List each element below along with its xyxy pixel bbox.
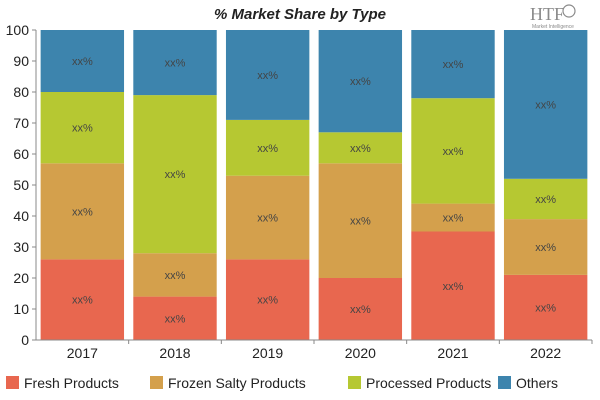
- data-label: xx%: [535, 194, 556, 206]
- bar-segment: [318, 163, 403, 278]
- data-label: xx%: [443, 59, 464, 71]
- y-tick-label: 50: [13, 177, 29, 193]
- x-tick-label: 2020: [345, 345, 376, 361]
- bar-segment: [40, 30, 125, 92]
- x-tick-label: 2019: [252, 345, 283, 361]
- x-tick-label: 2017: [67, 345, 98, 361]
- y-tick-label: 80: [13, 84, 29, 100]
- data-label: xx%: [165, 58, 186, 70]
- data-label: xx%: [257, 143, 278, 155]
- bar-segment: [133, 296, 217, 340]
- bar-stack-2022: xx% xx% xx% xx%: [503, 30, 588, 340]
- y-tick-label: 90: [13, 53, 29, 69]
- y-tick-label: 60: [13, 146, 29, 162]
- data-label: xx%: [72, 56, 93, 68]
- data-label: xx%: [350, 304, 371, 316]
- bar-segment: [225, 175, 310, 260]
- bar-segment: [225, 30, 310, 120]
- data-label: xx%: [165, 270, 186, 282]
- y-tick-label: 10: [13, 301, 29, 317]
- bar-segment: [225, 119, 310, 176]
- bar-segment: [40, 92, 125, 164]
- bar-segment: [411, 98, 495, 204]
- data-label: xx%: [535, 242, 556, 254]
- data-label: xx%: [535, 302, 556, 314]
- bar-stack-2019: xx% xx% xx% xx%: [225, 30, 310, 340]
- data-label: xx%: [350, 143, 371, 155]
- data-label: xx%: [72, 206, 93, 218]
- bar-segment: [503, 219, 588, 275]
- data-label: xx%: [443, 213, 464, 225]
- x-tick-label: 2018: [159, 345, 190, 361]
- legend-label: Others: [516, 375, 558, 391]
- data-label: xx%: [443, 281, 464, 293]
- bar-segment: [318, 132, 403, 164]
- data-label: xx%: [350, 216, 371, 228]
- data-label: xx%: [165, 169, 186, 181]
- bar-segment: [503, 178, 588, 220]
- data-label: xx%: [165, 313, 186, 325]
- bar-segment: [40, 163, 125, 260]
- y-tick-label: 70: [13, 115, 29, 131]
- data-label: xx%: [72, 123, 93, 135]
- y-tick-label: 40: [13, 208, 29, 224]
- data-label: xx%: [350, 76, 371, 88]
- bar-segment: [318, 30, 403, 133]
- y-axis: 0 10 20 30 40 50 60 70 80 90 100: [6, 22, 37, 348]
- bar-segment: [40, 259, 125, 340]
- chart-title: % Market Share by Type: [214, 6, 386, 23]
- logo-subtext: Market Intelligence: [532, 24, 574, 30]
- bar-segment: [503, 30, 588, 179]
- bar-stack-2020: xx% xx% xx% xx%: [318, 30, 403, 340]
- y-tick-label: 0: [21, 332, 29, 348]
- y-tick-label: 20: [13, 270, 29, 286]
- data-label: xx%: [257, 70, 278, 82]
- x-tick-label: 2022: [530, 345, 561, 361]
- logo-text: HTF: [530, 4, 564, 24]
- x-tick-label: 2021: [437, 345, 468, 361]
- bar-segment: [411, 30, 495, 99]
- bar-segment: [411, 231, 495, 340]
- bar-segment: [133, 253, 217, 297]
- bar-segment: [133, 30, 217, 96]
- legend-item: Frozen Salty Products: [150, 375, 306, 391]
- bar-segment: [411, 203, 495, 232]
- legend-label: Frozen Salty Products: [168, 375, 306, 391]
- legend-item: Others: [498, 375, 558, 391]
- bar-stacks: xx%xx%xx%xx%xx%xx%xx%xx%xx%xx%xx%xx%xx%x…: [40, 30, 588, 340]
- legend-item: Fresh Products: [6, 375, 119, 391]
- legend-swatch: [498, 376, 511, 389]
- bar-stack-2021: xx% xx% xx% xx%: [411, 30, 495, 340]
- bar-stack-2017: xx% xx% xx% xx%: [40, 30, 125, 340]
- legend-swatch: [6, 376, 19, 389]
- bar-segment: [318, 278, 403, 340]
- legend-swatch: [150, 376, 163, 389]
- globe-icon: [562, 4, 576, 18]
- data-label: xx%: [257, 213, 278, 225]
- bar-segment: [225, 259, 310, 340]
- data-label: xx%: [257, 295, 278, 307]
- bar-segment: [133, 95, 217, 254]
- legend-swatch: [348, 376, 361, 389]
- bar-segment: [503, 274, 588, 340]
- data-label: xx%: [72, 295, 93, 307]
- bar-stack-2018: xx% xx% xx% xx%: [133, 30, 217, 340]
- y-tick-label: 100: [6, 22, 30, 38]
- x-axis: 2017 2018 2019 2020 2021 2022: [36, 339, 593, 361]
- y-tick-label: 30: [13, 239, 29, 255]
- legend-label: Fresh Products: [24, 375, 119, 391]
- data-label: xx%: [535, 99, 556, 111]
- data-label: xx%: [443, 146, 464, 158]
- brand-logo: HTF Market Intelligence: [530, 4, 576, 30]
- legend: Fresh Products Frozen Salty Products Proce…: [6, 375, 558, 391]
- legend-label: Processed Products: [366, 375, 491, 391]
- legend-item: Processed Products: [348, 375, 491, 391]
